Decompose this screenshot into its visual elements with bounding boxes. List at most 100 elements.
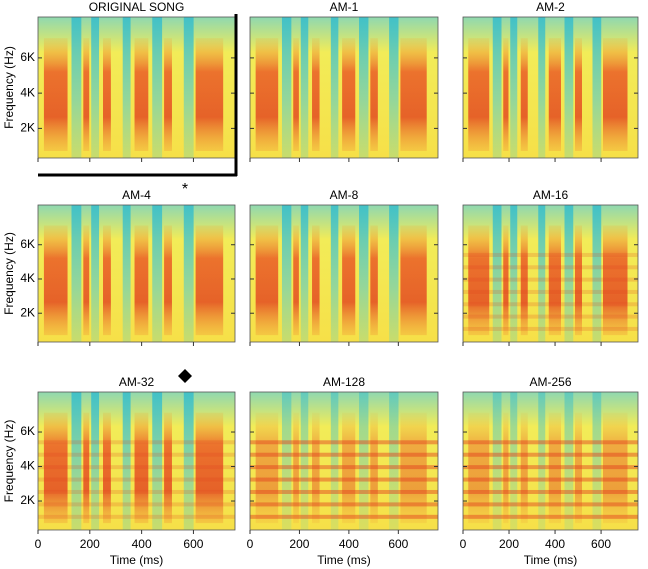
y-tick-label: 2K [20, 305, 35, 319]
spectrogram-energy [370, 225, 378, 336]
spectrogram-energy [342, 38, 356, 151]
spectrogram-gap [281, 17, 292, 158]
panel-title: AM-2 [536, 0, 565, 14]
spectrogram-harmonic [463, 326, 638, 331]
x-tick-label: 0 [460, 537, 467, 551]
spectrogram-gap [71, 17, 82, 158]
spectrogram-gap [91, 205, 100, 342]
spectrogram-harmonic [463, 440, 638, 445]
spectrogram-gap [91, 392, 100, 530]
panel-title: AM-256 [529, 375, 571, 389]
spectrogram-energy [103, 225, 111, 336]
spectrogram-harmonic [463, 265, 638, 270]
spectrogram-gap [281, 392, 292, 530]
x-axis-label: Time (ms) [110, 553, 164, 567]
spectrogram-energy [312, 412, 320, 524]
x-tick-label: 200 [80, 537, 100, 551]
spectrogram-harmonic [463, 277, 638, 282]
panel-border [37, 391, 236, 531]
spectrogram-harmonic [250, 514, 438, 519]
spectrogram-panel: AM-8 [249, 188, 439, 346]
spectrogram-gap [538, 205, 546, 342]
spectrogram-energy [603, 412, 628, 524]
spectrogram-gap [330, 17, 339, 158]
spectrogram-energy [548, 38, 561, 151]
spectrogram-energy [43, 412, 68, 524]
spectrogram-gap [592, 392, 602, 530]
y-tick-label: 4K [20, 271, 35, 285]
spectrogram-energy [520, 412, 528, 524]
spectrogram-harmonic [38, 502, 235, 507]
spectrogram-energy [195, 38, 224, 151]
spectrogram-energy [400, 38, 427, 151]
spectrogram-harmonic [38, 514, 235, 519]
spectrogram-energy [342, 225, 356, 336]
spectrogram-gap [152, 17, 163, 158]
spectrogram-panel: AM-4 6K 4K 2K Frequency (Hz) [2, 188, 236, 346]
spectrogram-harmonic [250, 477, 438, 482]
spectrogram-gap [122, 392, 131, 530]
spectrogram-harmonic [463, 252, 638, 257]
spectrogram-gap [592, 17, 602, 158]
spectrogram-energy [548, 225, 561, 336]
spectrogram-gap [564, 205, 574, 342]
spectrogram-gap [492, 205, 502, 342]
spectrogram-harmonic [250, 489, 438, 494]
spectrogram-panel: AM-2 [462, 0, 639, 162]
spectrogram-gap [538, 17, 546, 158]
spectrogram-gap [510, 205, 518, 342]
spectrogram-panel: AM-128 0 200 400 600 Time (ms) [247, 375, 439, 567]
spectrogram-energy [43, 38, 68, 151]
spectrogram-gap [183, 205, 194, 342]
spectrogram-panel: AM-32 6K 4K 2K Frequency (Hz) 0 200 400 600 Time … [2, 375, 236, 567]
spectrogram-gap [71, 392, 82, 530]
panel-title: AM-16 [533, 188, 569, 202]
x-axis-label: Time (ms) [317, 553, 371, 567]
spectrogram-gap [152, 205, 163, 342]
spectrogram-gap [359, 205, 369, 342]
spectrogram-energy [312, 225, 320, 336]
asterisk: * [182, 181, 188, 198]
spectrogram-energy [83, 38, 90, 151]
spectrogram-gap [492, 392, 502, 530]
y-tick-label: 6K [20, 424, 35, 438]
spectrogram-energy [164, 225, 172, 336]
spectrogram-gap [359, 392, 369, 530]
spectrogram-energy [134, 225, 149, 336]
panel-border [37, 204, 236, 343]
spectrogram-energy [468, 225, 490, 336]
spectrogram-harmonic [250, 440, 438, 445]
spectrogram-panel: AM-16 [462, 188, 639, 346]
spectrogram-gap [71, 205, 82, 342]
spectrogram-harmonic [463, 502, 638, 507]
x-tick-label: 400 [132, 537, 152, 551]
spectrogram-harmonic [38, 452, 235, 457]
spectrogram-gap [122, 17, 131, 158]
spectrogram-panel: ORIGINAL SONG 6K 4K 2K Frequency (Hz) [2, 0, 236, 162]
y-tick-label: 6K [20, 237, 35, 251]
spectrogram-gap [183, 17, 194, 158]
spectrogram-harmonic [38, 465, 235, 470]
spectrogram-gap [492, 17, 502, 158]
x-tick-label: 400 [545, 537, 565, 551]
spectrogram-energy [293, 412, 299, 524]
y-tick-label: 4K [20, 459, 35, 473]
x-tick-label: 0 [35, 537, 42, 551]
panel-border [462, 204, 639, 343]
x-axis-label: Time (ms) [524, 553, 578, 567]
spectrogram-gap [152, 392, 163, 530]
panel-border [249, 204, 439, 343]
spectrogram-energy [503, 412, 509, 524]
x-tick-label: 0 [247, 537, 254, 551]
spectrogram-gap [91, 17, 100, 158]
spectrogram-energy [103, 412, 111, 524]
panel-title: AM-8 [330, 188, 359, 202]
spectrogram-gap [300, 392, 309, 530]
spectrogram-harmonic [463, 452, 638, 457]
y-tick-label: 2K [20, 493, 35, 507]
spectrogram-energy [195, 412, 224, 524]
spectrogram-energy [603, 225, 628, 336]
spectrogram-energy [603, 38, 628, 151]
spectrogram-energy [312, 38, 320, 151]
